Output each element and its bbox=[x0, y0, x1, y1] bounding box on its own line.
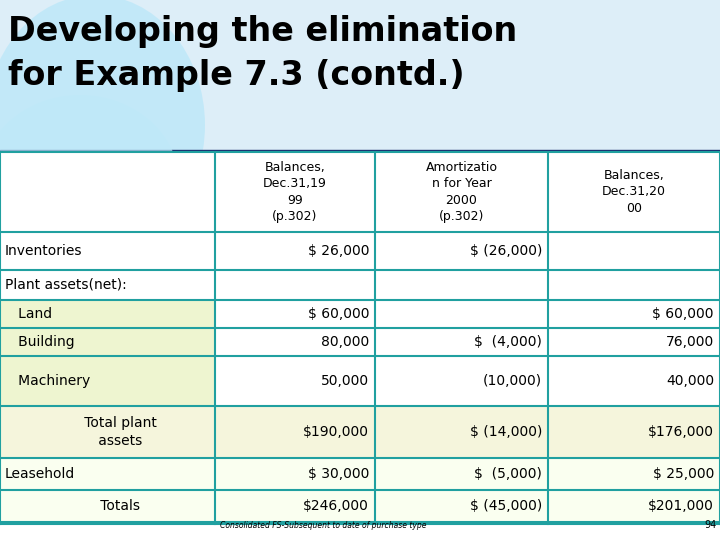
Text: Plant assets(net):: Plant assets(net): bbox=[5, 278, 127, 292]
Ellipse shape bbox=[0, 0, 205, 255]
FancyBboxPatch shape bbox=[0, 0, 720, 152]
Text: Building: Building bbox=[5, 335, 75, 349]
FancyBboxPatch shape bbox=[0, 300, 720, 328]
FancyBboxPatch shape bbox=[0, 152, 720, 524]
Text: Totals: Totals bbox=[74, 499, 140, 513]
FancyBboxPatch shape bbox=[0, 328, 215, 356]
Text: $201,000: $201,000 bbox=[648, 499, 714, 513]
FancyBboxPatch shape bbox=[0, 270, 215, 300]
Text: Amortizatio
n for Year
2000
(p.302): Amortizatio n for Year 2000 (p.302) bbox=[426, 161, 498, 223]
FancyBboxPatch shape bbox=[0, 490, 215, 522]
Text: $  (5,000): $ (5,000) bbox=[474, 467, 542, 481]
FancyBboxPatch shape bbox=[0, 356, 720, 406]
FancyBboxPatch shape bbox=[0, 458, 215, 490]
Text: Inventories: Inventories bbox=[5, 244, 83, 258]
Text: $ 25,000: $ 25,000 bbox=[652, 467, 714, 481]
FancyBboxPatch shape bbox=[0, 406, 720, 458]
Text: $176,000: $176,000 bbox=[648, 425, 714, 439]
Text: 80,000: 80,000 bbox=[320, 335, 369, 349]
FancyBboxPatch shape bbox=[0, 328, 720, 356]
Text: $ 26,000: $ 26,000 bbox=[307, 244, 369, 258]
Text: $190,000: $190,000 bbox=[303, 425, 369, 439]
Text: 94: 94 bbox=[705, 520, 717, 530]
FancyBboxPatch shape bbox=[0, 406, 215, 458]
FancyBboxPatch shape bbox=[0, 356, 215, 406]
Text: $ 30,000: $ 30,000 bbox=[307, 467, 369, 481]
Text: $  (4,000): $ (4,000) bbox=[474, 335, 542, 349]
Text: $ 60,000: $ 60,000 bbox=[307, 307, 369, 321]
Text: $246,000: $246,000 bbox=[303, 499, 369, 513]
FancyBboxPatch shape bbox=[0, 232, 215, 270]
Text: $ (26,000): $ (26,000) bbox=[469, 244, 542, 258]
Text: $ 60,000: $ 60,000 bbox=[652, 307, 714, 321]
FancyBboxPatch shape bbox=[0, 490, 720, 522]
Text: Balances,
Dec.31,20
00: Balances, Dec.31,20 00 bbox=[602, 169, 666, 215]
FancyBboxPatch shape bbox=[0, 458, 720, 490]
Text: Consolidated FS-Subsequent to date of purchase type: Consolidated FS-Subsequent to date of pu… bbox=[220, 521, 426, 530]
Text: Machinery: Machinery bbox=[5, 374, 90, 388]
FancyBboxPatch shape bbox=[0, 270, 720, 300]
Text: $ (14,000): $ (14,000) bbox=[469, 425, 542, 439]
Text: 50,000: 50,000 bbox=[321, 374, 369, 388]
FancyBboxPatch shape bbox=[0, 152, 720, 232]
FancyBboxPatch shape bbox=[0, 232, 720, 270]
Text: (10,000): (10,000) bbox=[483, 374, 542, 388]
Text: Total plant
      assets: Total plant assets bbox=[58, 416, 157, 448]
Text: Land: Land bbox=[5, 307, 52, 321]
FancyBboxPatch shape bbox=[0, 300, 215, 328]
Text: Balances,
Dec.31,19
99
(p.302): Balances, Dec.31,19 99 (p.302) bbox=[263, 161, 327, 223]
Ellipse shape bbox=[0, 95, 180, 275]
Text: 40,000: 40,000 bbox=[666, 374, 714, 388]
Text: 76,000: 76,000 bbox=[666, 335, 714, 349]
Text: for Example 7.3 (contd.): for Example 7.3 (contd.) bbox=[8, 58, 464, 91]
Text: $ (45,000): $ (45,000) bbox=[469, 499, 542, 513]
Text: Leasehold: Leasehold bbox=[5, 467, 76, 481]
Text: Developing the elimination: Developing the elimination bbox=[8, 16, 517, 49]
